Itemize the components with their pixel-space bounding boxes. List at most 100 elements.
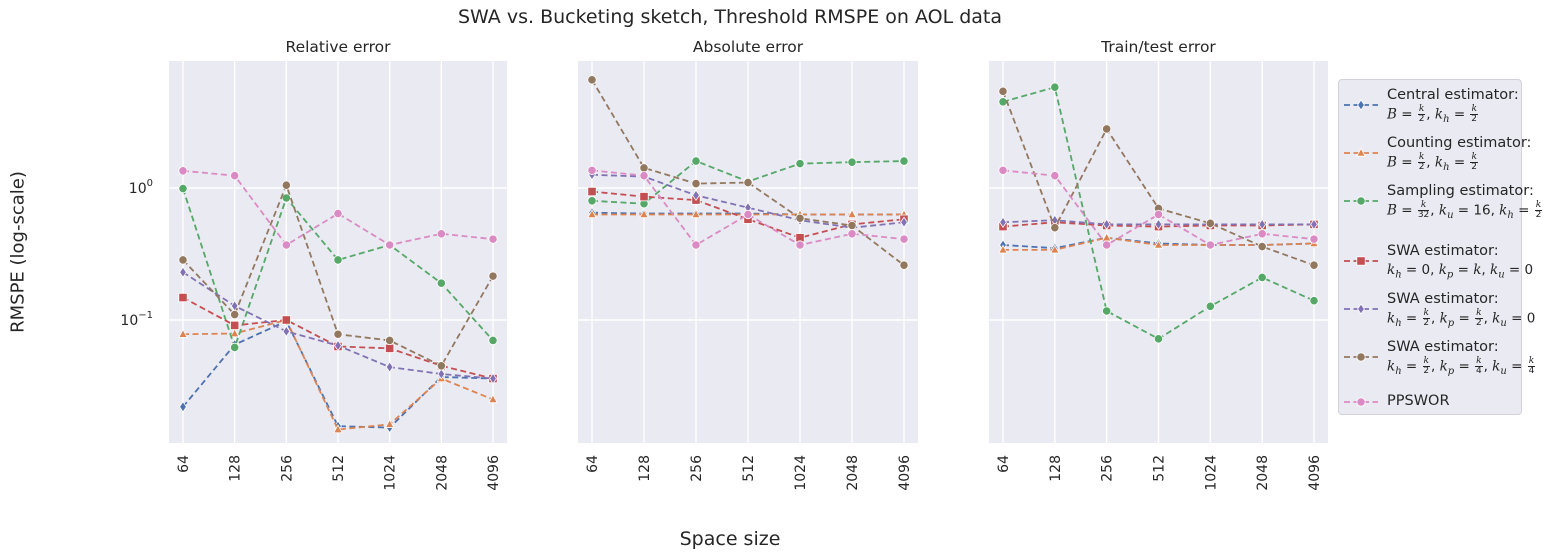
series-group [998, 82, 1319, 344]
subplot-title: Train/test error [1100, 38, 1216, 56]
data-point-counting [639, 209, 649, 219]
data-point-swa3 [795, 213, 805, 223]
data-point-swa1 [385, 343, 395, 353]
data-point-sampling [1050, 82, 1060, 92]
legend-marker-ppswor [1344, 397, 1378, 407]
data-point-swa2 [999, 216, 1007, 228]
figure-title: SWA vs. Bucketing sketch, Threshold RMSP… [458, 6, 1002, 28]
data-point-counting [847, 209, 857, 219]
data-point-sampling [281, 193, 291, 203]
x-tick-label: 128 [1048, 455, 1064, 482]
x-tick-label: 2048 [845, 455, 861, 491]
data-point-counting [1153, 239, 1164, 249]
legend-marker-shape [1357, 303, 1365, 315]
data-point-swa3 [178, 255, 188, 265]
data-point-ppswor [1309, 234, 1319, 244]
x-tick-label: 4096 [1307, 455, 1323, 491]
data-point-ppswor [333, 208, 343, 219]
data-point-counting [178, 328, 188, 338]
subplot-2: Absolute error 64 128 256 512 1024 2048 4096 [578, 38, 918, 491]
legend-label-sampling: Sampling estimator: B = k 32, ku = 16, kh … [1387, 183, 1543, 222]
series-group [587, 75, 909, 270]
data-point-sampling [333, 255, 343, 265]
data-point-swa2 [385, 361, 394, 373]
data-point-ppswor [998, 165, 1008, 175]
x-tick-label: 1024 [1203, 455, 1219, 491]
x-tick-label: 1024 [793, 455, 809, 491]
legend-marker-shape [1356, 147, 1366, 157]
legend-marker-shape [1356, 352, 1366, 362]
data-point-ppswor [639, 171, 649, 181]
legend-marker-swa1 [1344, 256, 1378, 266]
data-point-swa2 [900, 216, 908, 228]
data-point-swa2 [692, 189, 700, 202]
data-point-swa2 [1310, 218, 1318, 231]
x-tick-label: 64 [176, 455, 192, 473]
data-point-counting [691, 209, 701, 219]
x-tick-label: 1024 [383, 455, 399, 491]
data-point-ppswor [281, 240, 291, 250]
data-point-counting [384, 419, 395, 428]
data-point-sampling [1309, 296, 1319, 306]
data-point-swa1 [639, 192, 649, 202]
data-point-swa1 [281, 315, 291, 325]
subplot-3: Train/test error 64 128 256 512 1024 2048 4096 [989, 38, 1328, 491]
data-point-sampling [230, 342, 240, 353]
data-point-central [179, 401, 187, 413]
y-tick-label: 100 [129, 178, 153, 197]
data-point-ppswor [1153, 209, 1164, 220]
x-tick-label: 64 [585, 455, 601, 473]
data-point-counting [587, 209, 597, 219]
data-point-ppswor [230, 171, 240, 181]
x-tick-label: 128 [228, 455, 244, 482]
data-point-swa3 [847, 220, 857, 231]
legend-marker-shape [1356, 196, 1366, 206]
x-tick-label: 256 [279, 455, 295, 482]
data-point-ppswor [847, 229, 857, 239]
legend-marker-shape [1357, 99, 1365, 111]
data-point-ppswor [1102, 240, 1112, 250]
data-point-swa3 [333, 329, 343, 339]
data-point-swa3 [743, 177, 753, 188]
data-point-swa2 [489, 372, 497, 385]
data-point-ppswor [795, 240, 805, 250]
data-point-ppswor [691, 240, 701, 250]
data-point-ppswor [1257, 229, 1267, 239]
y-tick-label: 10−1 [120, 310, 153, 329]
data-point-swa2 [179, 266, 187, 278]
legend-marker-counting [1344, 147, 1378, 157]
subplot-title: Relative error [286, 38, 392, 56]
data-point-swa3 [230, 309, 240, 320]
data-point-swa3 [1205, 218, 1215, 228]
data-point-ppswor [1050, 171, 1060, 181]
legend-label-ppswor: PPSWOR [1387, 393, 1450, 409]
legend-marker-central [1344, 99, 1378, 111]
data-point-ppswor [899, 234, 909, 244]
data-point-ppswor [178, 166, 188, 176]
data-point-swa1 [230, 320, 240, 331]
x-tick-label: 512 [1152, 455, 1168, 482]
x-tick-label: 512 [741, 455, 757, 482]
data-point-counting [998, 244, 1008, 254]
data-point-sampling [847, 157, 857, 167]
data-point-sampling [691, 156, 701, 166]
data-point-swa2 [1102, 218, 1111, 231]
data-point-sampling [1102, 306, 1112, 316]
legend-marker-shape [1356, 397, 1366, 407]
data-point-swa3 [587, 75, 597, 85]
data-point-swa2 [282, 325, 291, 338]
data-point-swa2 [334, 339, 342, 352]
x-tick-label: 2048 [1255, 455, 1271, 491]
data-point-sampling [488, 335, 498, 346]
data-point-sampling [1205, 301, 1215, 311]
data-point-counting [229, 328, 240, 338]
data-point-ppswor [587, 165, 597, 175]
x-tick-label: 256 [1100, 455, 1116, 482]
subplot-title: Absolute error [693, 38, 804, 56]
legend-marker-swa2 [1344, 303, 1378, 315]
